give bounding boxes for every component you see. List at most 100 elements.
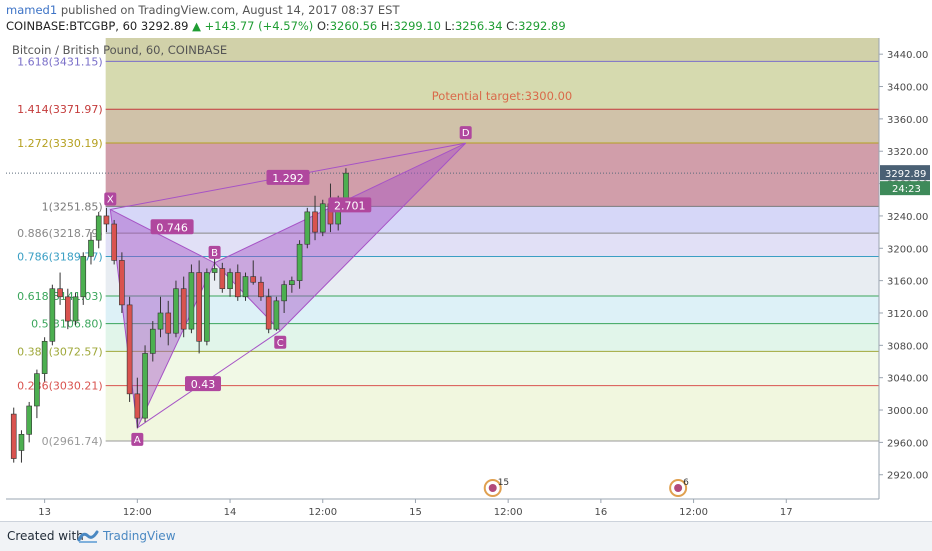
ratio-label-bg <box>150 219 194 235</box>
published-text: published on TradingView.com, August 14,… <box>60 3 400 17</box>
event-marker-count: 15 <box>498 478 509 488</box>
time-tick-label: 12:00 <box>494 507 523 518</box>
candle-body <box>289 280 295 285</box>
candle-body <box>165 312 172 334</box>
fib-zone <box>105 351 879 386</box>
open-value: 3260.56 <box>329 19 378 33</box>
ratio-label: 0.746 <box>156 221 188 234</box>
candle-body <box>258 281 264 298</box>
tradingview-logo-icon <box>77 530 99 543</box>
chart-title: Bitcoin / British Pound, 60, COINBASE <box>12 43 227 57</box>
high-value: 3299.10 <box>393 19 441 33</box>
up-arrow-icon: ▲ <box>192 19 201 33</box>
candle-body <box>157 312 164 330</box>
ratio-label-bg <box>266 169 310 185</box>
candle-body <box>34 373 40 407</box>
price-tick-label: 3440.00 <box>887 50 928 61</box>
event-marker-dot <box>488 484 497 492</box>
time-tick-label: 17 <box>780 507 793 518</box>
chart-header: mamed1 published on TradingView.com, Aug… <box>0 0 932 36</box>
ratio-label: 2.701 <box>334 199 366 212</box>
price-tick-label: 3320.00 <box>887 147 928 158</box>
time-tick-label: 15 <box>409 507 422 518</box>
symbol-label: COINBASE:BTCGBP, 60 <box>6 19 138 33</box>
candle-body <box>265 296 272 330</box>
candle-body <box>204 272 210 342</box>
candle-body <box>227 272 233 290</box>
candle-body <box>10 413 17 459</box>
countdown-bg <box>880 181 930 196</box>
price-tick-label: 3080.00 <box>887 341 928 352</box>
price-tick-label: 3400.00 <box>887 83 928 94</box>
fib-zone <box>105 109 879 143</box>
open-label: O: <box>316 19 330 33</box>
low-value: 3256.34 <box>454 19 503 33</box>
price-tick-label: 3360.00 <box>887 115 928 126</box>
candle-body <box>304 211 311 245</box>
fib-zone <box>105 206 879 234</box>
fib-level-label: 1.414(3371.97) <box>17 103 103 116</box>
price-chart[interactable]: 0(2961.74) 0.236(3030.21) 0.382(3072.57) 0.… <box>0 36 932 521</box>
price-tick-label: 3000.00 <box>887 406 928 417</box>
candle-body <box>343 172 349 201</box>
author-link[interactable]: mamed1 <box>6 3 58 17</box>
time-tick-label: 13 <box>38 507 51 518</box>
fib-level-label: 0.886(3218.79) <box>17 227 103 240</box>
ratio-label: 1.292 <box>272 172 304 185</box>
candle-body <box>188 272 195 330</box>
candle-body <box>72 296 79 322</box>
ratio-label: 0.43 <box>191 378 216 391</box>
fib-zone <box>105 233 879 257</box>
candle-body <box>119 260 125 306</box>
candle-body <box>281 284 287 302</box>
high-label: H: <box>380 19 394 33</box>
candle-body <box>111 223 117 261</box>
price-tick-label: 3120.00 <box>887 309 928 320</box>
fib-level-label: 1.618(3431.15) <box>17 55 103 68</box>
event-marker-count: 6 <box>683 478 689 488</box>
candle-body <box>196 272 202 342</box>
price-tick-label: 3040.00 <box>887 374 928 385</box>
candle-body <box>49 288 56 342</box>
pattern-point-label-bg <box>274 335 287 349</box>
pattern-point-label: A <box>134 435 141 446</box>
price-tick-label: 3200.00 <box>887 244 928 255</box>
event-marker-dot <box>674 484 683 492</box>
candle-body <box>173 288 179 334</box>
candle-body <box>312 211 318 233</box>
annotation-text: Potential target:3300.00 <box>432 89 572 103</box>
candle-body <box>180 288 187 330</box>
fib-zone <box>105 256 879 296</box>
candle-body <box>95 215 102 241</box>
fib-level-label: 0.236(3030.21) <box>17 380 103 393</box>
candle-body <box>88 239 94 257</box>
countdown-label: 24:23 <box>892 184 921 195</box>
time-tick-label: 12:00 <box>679 507 708 518</box>
fib-zone <box>105 385 879 441</box>
candle-body <box>134 393 141 419</box>
price-axis-bg <box>879 38 932 519</box>
tradingview-brand[interactable]: TradingView <box>103 529 176 543</box>
candle-body <box>80 256 87 298</box>
price-tick-label: 2920.00 <box>887 471 928 482</box>
candle-body <box>149 328 156 354</box>
pattern-point-label: B <box>211 248 218 259</box>
time-tick-label: 16 <box>595 507 608 518</box>
candle-body <box>234 272 241 298</box>
candle-body <box>242 276 249 298</box>
time-tick-label: 12:00 <box>308 507 337 518</box>
fib-level-label: 0.5(3106.80) <box>31 318 103 331</box>
created-with-text: Created with <box>7 529 84 543</box>
candle-body <box>103 215 110 225</box>
fib-level-label: 0(2961.74) <box>42 435 103 448</box>
fib-zone <box>105 142 879 207</box>
candle-body <box>57 288 63 298</box>
price-tick-label: 3240.00 <box>887 212 928 223</box>
candle-body <box>26 405 32 435</box>
pattern-point-label: C <box>277 338 284 349</box>
fib-zone <box>105 61 879 110</box>
last-price: 3292.89 <box>140 19 189 33</box>
publish-line: mamed1 published on TradingView.com, Aug… <box>6 3 400 17</box>
fib-zone <box>105 38 879 62</box>
candle-body <box>41 340 48 374</box>
